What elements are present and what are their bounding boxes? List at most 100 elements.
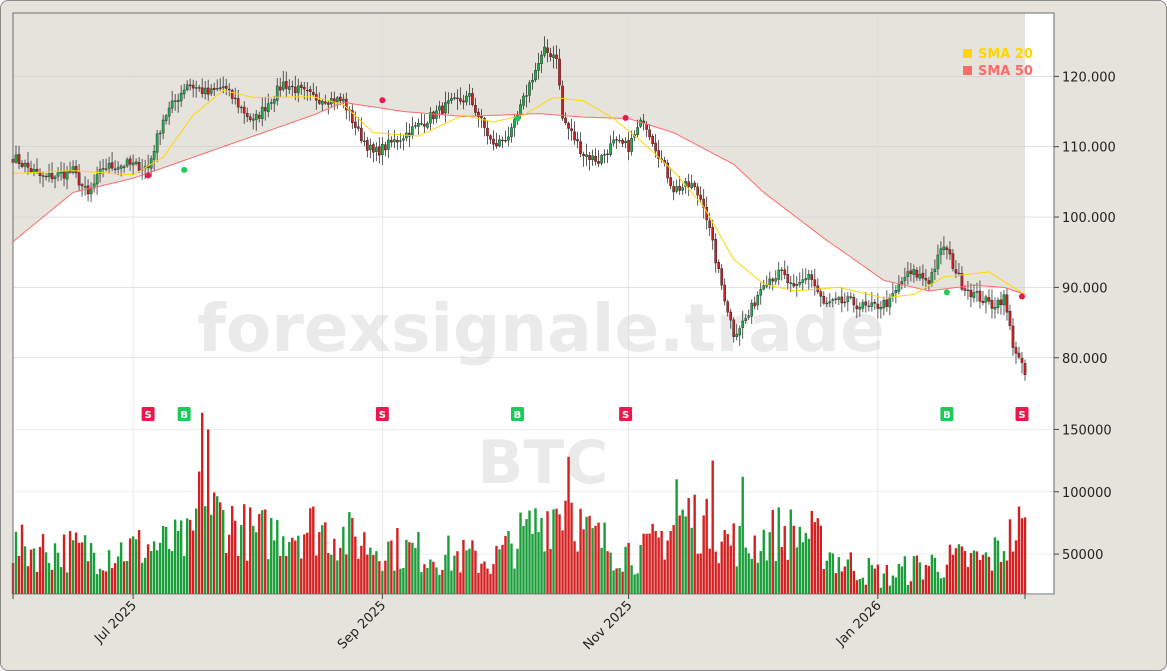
volume-bar bbox=[306, 532, 309, 594]
candle-body bbox=[567, 122, 570, 129]
volume-bars bbox=[11, 412, 1027, 594]
volume-bar bbox=[528, 510, 531, 594]
volume-bar bbox=[954, 548, 958, 594]
candle-body bbox=[846, 296, 850, 302]
candle-body bbox=[975, 291, 979, 293]
candle-body bbox=[699, 194, 702, 200]
candle-body bbox=[498, 139, 501, 147]
candle-body bbox=[194, 87, 198, 89]
volume-bar bbox=[576, 551, 579, 594]
volume-bar bbox=[249, 507, 252, 594]
candle-body bbox=[711, 227, 715, 241]
volume-bar bbox=[546, 511, 549, 594]
candle-body bbox=[615, 139, 618, 141]
candle-body bbox=[453, 97, 456, 99]
candle-body bbox=[59, 171, 63, 174]
candle-body bbox=[224, 85, 228, 89]
candle-body bbox=[834, 298, 838, 300]
candle-body bbox=[101, 168, 105, 170]
candle-body bbox=[317, 100, 321, 104]
volume-bar bbox=[348, 512, 351, 594]
candle-body bbox=[242, 106, 246, 114]
candle-body bbox=[191, 84, 195, 89]
volume-bar bbox=[179, 520, 183, 594]
volume-bar bbox=[134, 539, 138, 594]
volume-bar bbox=[1023, 517, 1027, 594]
candle-body bbox=[302, 86, 306, 90]
candle-body bbox=[239, 106, 243, 109]
candle-body bbox=[456, 97, 459, 99]
volume-bar bbox=[98, 568, 102, 594]
candle-body bbox=[510, 127, 513, 137]
candle-body bbox=[702, 198, 706, 208]
volume-bar bbox=[83, 535, 87, 594]
candle-body bbox=[789, 282, 793, 284]
candle-body bbox=[708, 220, 712, 229]
volume-bar bbox=[732, 523, 735, 594]
volume-bar bbox=[885, 565, 889, 594]
volume-bar bbox=[852, 570, 856, 594]
candle-body bbox=[77, 172, 81, 186]
volume-bar bbox=[327, 553, 330, 594]
date-tick-label: Sep 2025 bbox=[335, 598, 389, 652]
volume-bar bbox=[903, 556, 907, 594]
candle-body bbox=[909, 270, 913, 274]
volume-bar bbox=[270, 517, 273, 594]
volume-bar bbox=[447, 535, 450, 594]
volume-bar bbox=[702, 515, 705, 594]
candle-body bbox=[215, 88, 219, 90]
volume-bar bbox=[41, 534, 45, 594]
buy-signal-marker bbox=[177, 407, 191, 421]
candle-body bbox=[798, 282, 802, 285]
candle-body bbox=[870, 302, 874, 307]
volume-bar bbox=[522, 526, 525, 594]
volume-bar bbox=[735, 566, 738, 594]
volume-bar bbox=[810, 510, 813, 594]
candle-body bbox=[543, 46, 546, 56]
volume-bar bbox=[116, 556, 120, 594]
volume-bar bbox=[891, 575, 895, 594]
volume-bar bbox=[276, 520, 279, 594]
volume-bar bbox=[873, 568, 877, 594]
candle-body bbox=[966, 289, 970, 292]
candle-body bbox=[254, 113, 258, 121]
volume-bar bbox=[624, 546, 627, 594]
candle-body bbox=[468, 93, 471, 97]
volume-bar bbox=[200, 412, 204, 594]
volume-bar bbox=[681, 509, 684, 594]
volume-bar bbox=[167, 548, 171, 594]
candle-body bbox=[666, 162, 669, 179]
volume-bar bbox=[804, 532, 807, 594]
candle-body bbox=[170, 100, 174, 109]
candle-body bbox=[14, 154, 18, 163]
volume-bar bbox=[68, 531, 72, 594]
candle-body bbox=[402, 138, 405, 141]
candle-body bbox=[636, 127, 639, 136]
price-tick-label: 110.000 bbox=[1062, 141, 1116, 156]
candle-body bbox=[903, 277, 907, 281]
volume-bar bbox=[185, 518, 189, 594]
candle-body bbox=[714, 238, 718, 264]
candle-body bbox=[957, 272, 961, 275]
volume-tick-label: 150000 bbox=[1062, 423, 1112, 438]
candle-body bbox=[792, 283, 796, 287]
candle-body bbox=[311, 92, 315, 95]
candle-body bbox=[942, 246, 946, 251]
volume-bar bbox=[80, 542, 84, 594]
volume-bar bbox=[279, 555, 282, 594]
volume-bar bbox=[720, 541, 723, 594]
volume-bar bbox=[77, 542, 81, 594]
candle-body bbox=[696, 186, 699, 196]
candle-body bbox=[993, 307, 997, 310]
candle-body bbox=[732, 319, 736, 337]
candle-body bbox=[726, 301, 730, 313]
volume-bar bbox=[324, 522, 327, 594]
volume-bar bbox=[399, 568, 402, 594]
candle-body bbox=[200, 87, 204, 94]
candle-body bbox=[429, 112, 432, 124]
volume-bar bbox=[378, 561, 381, 594]
candle-body bbox=[906, 271, 910, 278]
candle-body bbox=[939, 248, 943, 255]
candle-body bbox=[185, 84, 189, 91]
candle-body bbox=[95, 174, 99, 185]
